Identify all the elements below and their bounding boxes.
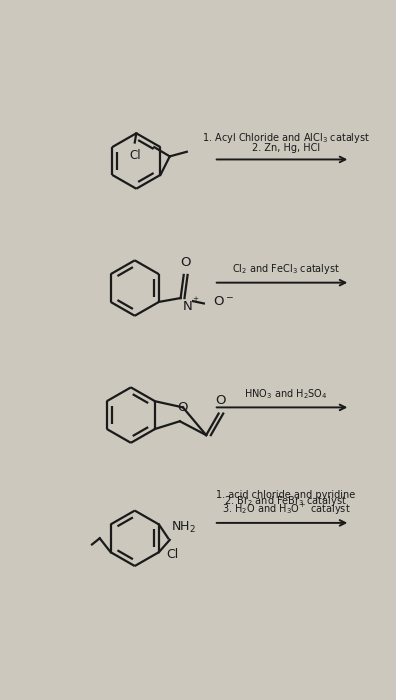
- Text: O: O: [178, 400, 188, 414]
- Text: 1. acid chloride and pyridine: 1. acid chloride and pyridine: [216, 490, 356, 500]
- Text: 2. Br$_2$ and FeBr$_3$ catalyst: 2. Br$_2$ and FeBr$_3$ catalyst: [225, 494, 347, 508]
- Text: Cl: Cl: [167, 547, 179, 561]
- Text: $^+$: $^+$: [191, 297, 200, 307]
- Text: HNO$_3$ and H$_2$SO$_4$: HNO$_3$ and H$_2$SO$_4$: [244, 387, 327, 401]
- Text: O: O: [180, 256, 190, 269]
- Text: 2. Zn, Hg, HCl: 2. Zn, Hg, HCl: [252, 144, 320, 153]
- Text: Cl$_2$ and FeCl$_3$ catalyst: Cl$_2$ and FeCl$_3$ catalyst: [232, 262, 340, 276]
- Text: O$^-$: O$^-$: [213, 295, 234, 309]
- Text: NH$_2$: NH$_2$: [171, 520, 196, 536]
- Text: N: N: [183, 300, 193, 314]
- Text: 3. H$_2$O and H$_3$O$^+$ catalyst: 3. H$_2$O and H$_3$O$^+$ catalyst: [221, 502, 350, 517]
- Text: O: O: [216, 394, 226, 407]
- Text: 1. Acyl Chloride and AlCl$_3$ catalyst: 1. Acyl Chloride and AlCl$_3$ catalyst: [202, 131, 370, 145]
- Text: Cl: Cl: [129, 148, 141, 162]
